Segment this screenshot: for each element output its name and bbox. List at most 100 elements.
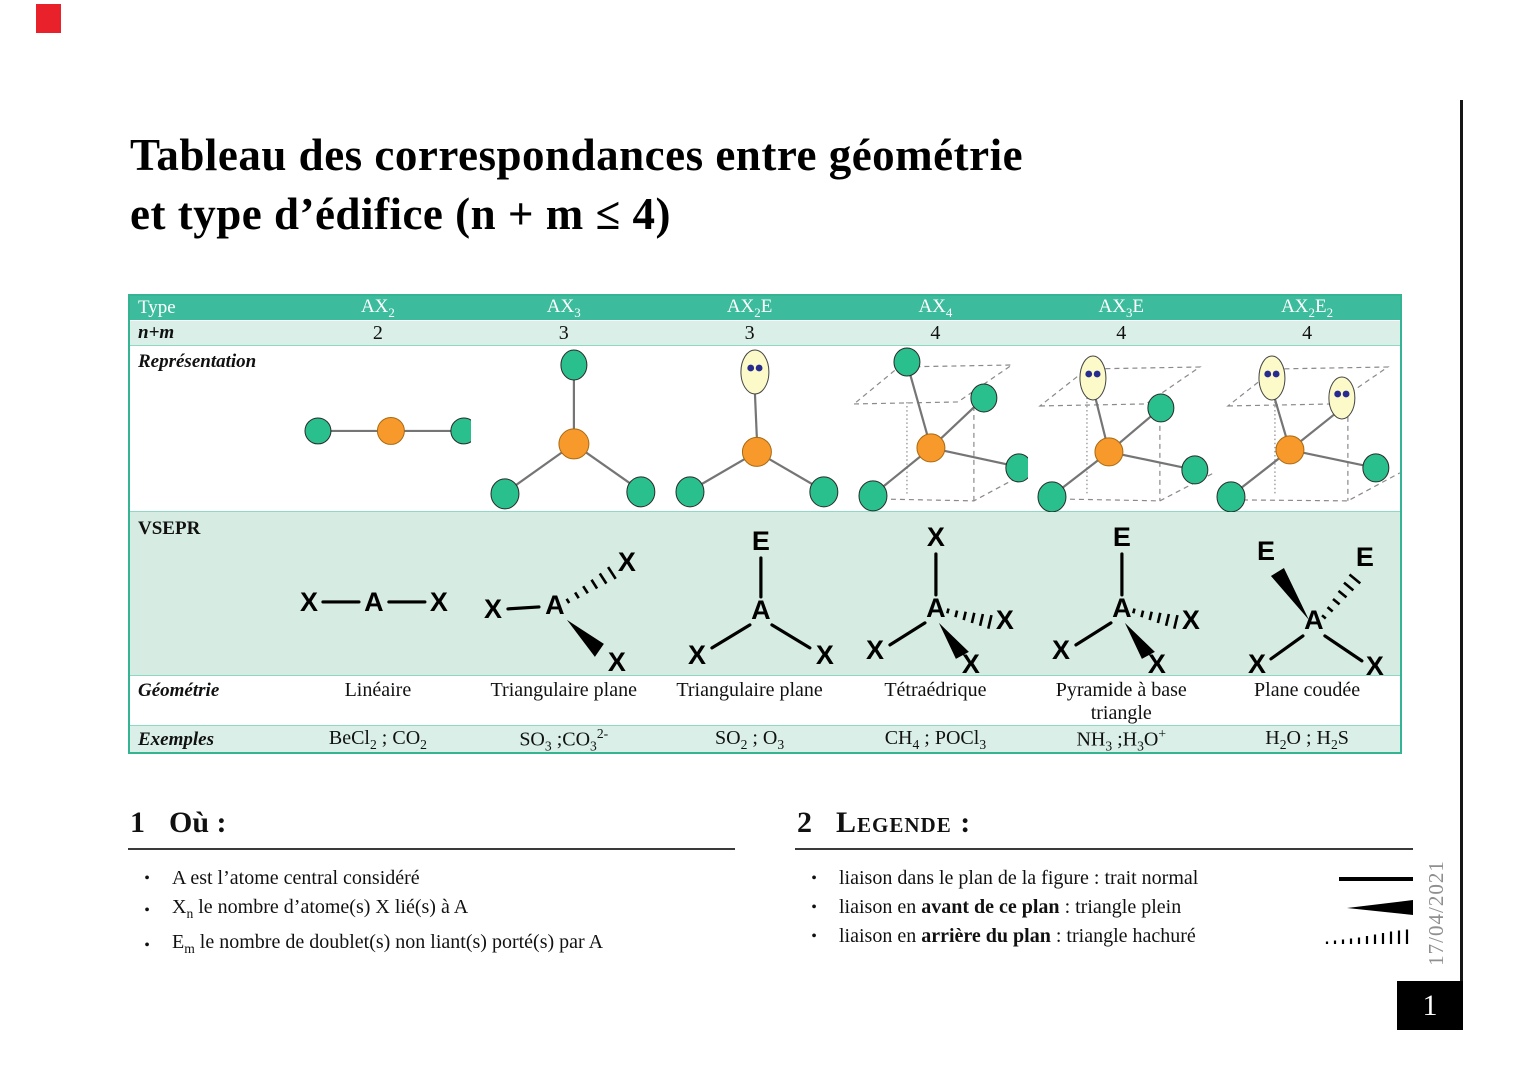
- svg-text:X: X: [1248, 649, 1266, 676]
- nm-ax3: 3: [558, 321, 569, 344]
- section-legende-title: Legende :: [836, 806, 972, 839]
- exemples-ax2e2: H2O ; H2S: [1265, 727, 1349, 753]
- table-row-vsepr: VSEPR X A X X A X X: [130, 511, 1400, 676]
- svg-text:E: E: [1257, 536, 1275, 566]
- svg-text:A: A: [1112, 593, 1131, 623]
- section-legende-rule: [795, 848, 1413, 850]
- bullet-icon: •: [811, 928, 817, 945]
- bullet-icon: •: [811, 870, 817, 887]
- table-row-representation: Représentation: [130, 345, 1400, 512]
- representation-ax3-diagram: [490, 349, 656, 510]
- geometrie-ax3e: Pyramide à base triangle: [1055, 679, 1187, 724]
- section-legende: 2 Legende : • liaison dans le plan de la…: [795, 806, 1413, 951]
- svg-text:A: A: [364, 587, 383, 617]
- bullet-icon: •: [144, 902, 150, 919]
- bullet-icon: •: [144, 937, 150, 954]
- exemples-ax3: SO3 ;CO32-: [519, 726, 609, 754]
- col-header-ax3e: AX3E: [1098, 296, 1144, 320]
- vsepr-ax4-diagram: X A X X X: [866, 522, 1014, 676]
- col-header-ax2: AX2: [360, 296, 395, 320]
- straight-bond-icon: [1339, 876, 1413, 881]
- vsepr-ax2e-diagram: E A X X: [688, 526, 834, 670]
- nm-ax2: 2: [372, 321, 383, 344]
- page-title: Tableau des correspondances entre géomét…: [130, 126, 1023, 244]
- svg-text:X: X: [996, 605, 1014, 635]
- svg-text:X: X: [618, 547, 636, 577]
- representation-ax2e2-diagram: [1216, 355, 1400, 512]
- list-item: • Em le nombre de doublet(s) non liant(s…: [128, 928, 735, 963]
- section-legende-heading: 2 Legende :: [795, 806, 1413, 840]
- row-label-representation: Représentation: [138, 351, 257, 372]
- row-label-geometrie: Géométrie: [138, 680, 220, 701]
- svg-text:X: X: [430, 587, 448, 617]
- vsepr-ax2e2-diagram: E E A X X: [1248, 536, 1384, 676]
- list-item: • Xn le nombre d’atome(s) X lié(s) à A: [128, 893, 735, 928]
- vsepr-ax3e-diagram: E A X X X: [1052, 522, 1200, 676]
- bullet-icon: •: [144, 870, 150, 887]
- list-item: • liaison en arrière du plan : triangle …: [795, 922, 1413, 951]
- vsepr-ax2-diagram: X A X: [300, 587, 448, 617]
- svg-text:X: X: [1052, 635, 1070, 665]
- right-vertical-rule: [1460, 100, 1463, 981]
- row-label-vsepr: VSEPR: [138, 518, 201, 539]
- exemples-ax2e: SO2 ; O3: [714, 727, 785, 753]
- svg-text:A: A: [751, 595, 770, 625]
- table-row-nm: n+m 2 3 3 4 4 4: [130, 320, 1400, 345]
- row-label-nm: n+m: [138, 322, 175, 343]
- svg-text:E: E: [1113, 522, 1131, 552]
- representation-ax2-diagram: [304, 416, 471, 445]
- representation-ax4-diagram: [852, 347, 1029, 512]
- section-ou-rule: [128, 848, 735, 850]
- svg-text:E: E: [752, 526, 770, 556]
- geometrie-ax3: Triangulaire plane: [490, 679, 637, 701]
- svg-text:X: X: [608, 647, 626, 676]
- nm-ax2e: 3: [744, 321, 755, 344]
- table-row-exemples: Exemples BeCl2 ; CO2 SO3 ;CO32- SO2 ; O3…: [130, 725, 1400, 754]
- svg-text:X: X: [927, 522, 945, 552]
- geometrie-ax4: Tétraédrique: [884, 679, 987, 701]
- col-header-ax2e: AX2E: [726, 296, 773, 320]
- section-ou-number: 1: [130, 806, 145, 839]
- nm-ax2e2: 4: [1302, 321, 1313, 344]
- section-ou-bullets: • A est l’atome central considéré • Xn l…: [128, 864, 735, 963]
- svg-text:X: X: [866, 635, 884, 665]
- svg-text:X: X: [962, 649, 980, 676]
- svg-text:X: X: [816, 640, 834, 670]
- bullet-icon: •: [811, 899, 817, 916]
- table-row-geometrie: Géométrie Linéaire Triangulaire plane Tr…: [130, 675, 1400, 725]
- svg-text:X: X: [484, 594, 502, 624]
- section-ou-heading: 1 Où :: [128, 806, 735, 840]
- section-legende-bullets: • liaison dans le plan de la figure : tr…: [795, 864, 1413, 951]
- section-ou: 1 Où : • A est l’atome central considéré…: [128, 806, 735, 963]
- page-title-line2: et type d’édifice (n + m ≤ 4): [130, 189, 671, 239]
- list-item: • A est l’atome central considéré: [128, 864, 735, 893]
- section-ou-title: Où :: [169, 806, 227, 839]
- page-title-line1: Tableau des correspondances entre géomét…: [130, 130, 1024, 180]
- svg-text:A: A: [1304, 605, 1323, 635]
- solid-wedge-icon: [1347, 899, 1413, 917]
- vsepr-ax3-diagram: X A X X: [484, 547, 636, 676]
- col-header-ax2e2: AX2E2: [1281, 296, 1334, 320]
- red-corner-marker: [36, 4, 61, 33]
- vsepr-correspondence-table: Type AX2 AX3 AX2E AX4 AX3E AX2E2 n+m 2 3…: [128, 294, 1402, 754]
- geometrie-ax2e2: Plane coudée: [1254, 679, 1361, 701]
- col-header-type: Type: [138, 297, 176, 319]
- nm-ax4: 4: [930, 321, 941, 344]
- exemples-ax2: BeCl2 ; CO2: [328, 727, 427, 753]
- hashed-wedge-icon: [1323, 928, 1413, 946]
- col-header-ax3: AX3: [546, 296, 581, 320]
- exemples-ax3e: NH3 ;H3O+: [1076, 726, 1167, 754]
- col-header-ax4: AX4: [918, 296, 953, 320]
- list-item: • liaison en avant de ce plan : triangle…: [795, 893, 1413, 922]
- geometrie-ax2: Linéaire: [344, 679, 412, 701]
- svg-text:E: E: [1356, 542, 1374, 572]
- section-legende-number: 2: [797, 806, 812, 839]
- representation-ax3e-diagram: [1037, 355, 1215, 512]
- table-header-row: Type AX2 AX3 AX2E AX4 AX3E AX2E2: [130, 296, 1400, 320]
- row-label-exemples: Exemples: [138, 729, 214, 751]
- svg-text:X: X: [1182, 605, 1200, 635]
- exemples-ax4: CH4 ; POCl3: [884, 727, 987, 753]
- date-stamp: 17/04/2021: [1424, 860, 1448, 966]
- representation-ax2e-diagram: [675, 349, 838, 508]
